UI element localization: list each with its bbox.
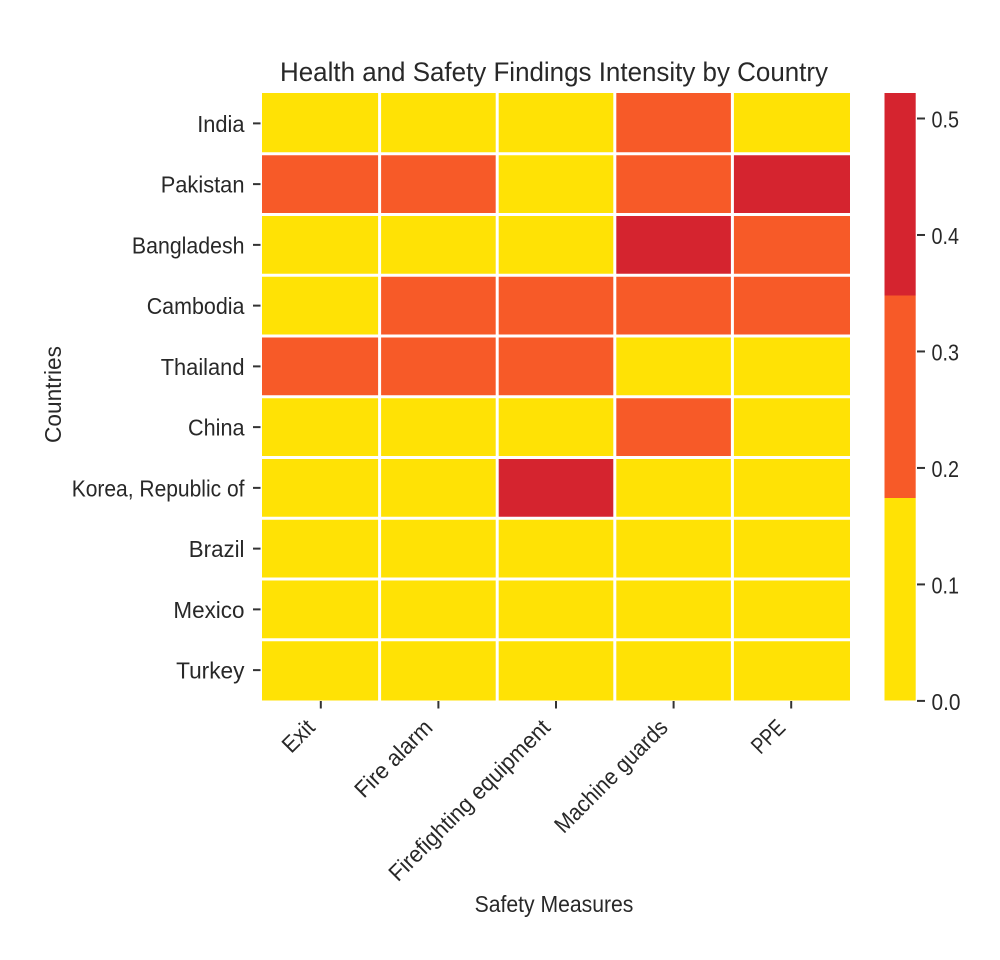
svg-text:Brazil: Brazil (189, 536, 245, 562)
svg-text:0.5: 0.5 (932, 107, 960, 133)
svg-text:0.3: 0.3 (932, 339, 960, 365)
svg-text:Korea, Republic of: Korea, Republic of (72, 475, 245, 501)
svg-text:Countries: Countries (40, 346, 66, 443)
svg-text:Safety Measures: Safety Measures (475, 891, 634, 917)
svg-text:Bangladesh: Bangladesh (132, 232, 245, 258)
svg-text:0.4: 0.4 (932, 223, 960, 249)
svg-text:Thailand: Thailand (161, 354, 245, 380)
svg-text:0.2: 0.2 (932, 456, 960, 482)
svg-text:Health and Safety Findings Int: Health and Safety Findings Intensity by … (280, 57, 829, 87)
svg-text:Mexico: Mexico (173, 597, 244, 623)
svg-text:Turkey: Turkey (176, 658, 245, 684)
svg-text:0.1: 0.1 (932, 572, 960, 598)
svg-text:0.0: 0.0 (932, 689, 961, 715)
svg-text:China: China (188, 415, 245, 441)
svg-text:Cambodia: Cambodia (147, 293, 245, 319)
svg-text:Pakistan: Pakistan (161, 172, 245, 198)
svg-text:India: India (197, 111, 244, 137)
